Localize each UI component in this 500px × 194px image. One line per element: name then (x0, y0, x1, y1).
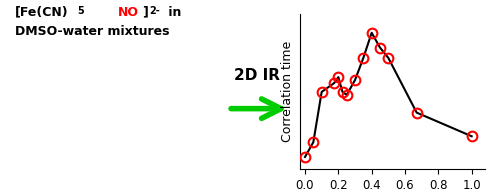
Text: 2-: 2- (149, 6, 160, 16)
Y-axis label: Correlation time: Correlation time (282, 41, 294, 142)
Text: ]: ] (142, 6, 148, 19)
Text: [Fe(CN): [Fe(CN) (15, 6, 68, 19)
Text: NO: NO (118, 6, 139, 19)
Text: 5: 5 (78, 6, 84, 16)
Text: 2D IR: 2D IR (234, 68, 281, 83)
Text: in: in (164, 6, 182, 19)
Text: DMSO-water mixtures: DMSO-water mixtures (15, 25, 170, 38)
